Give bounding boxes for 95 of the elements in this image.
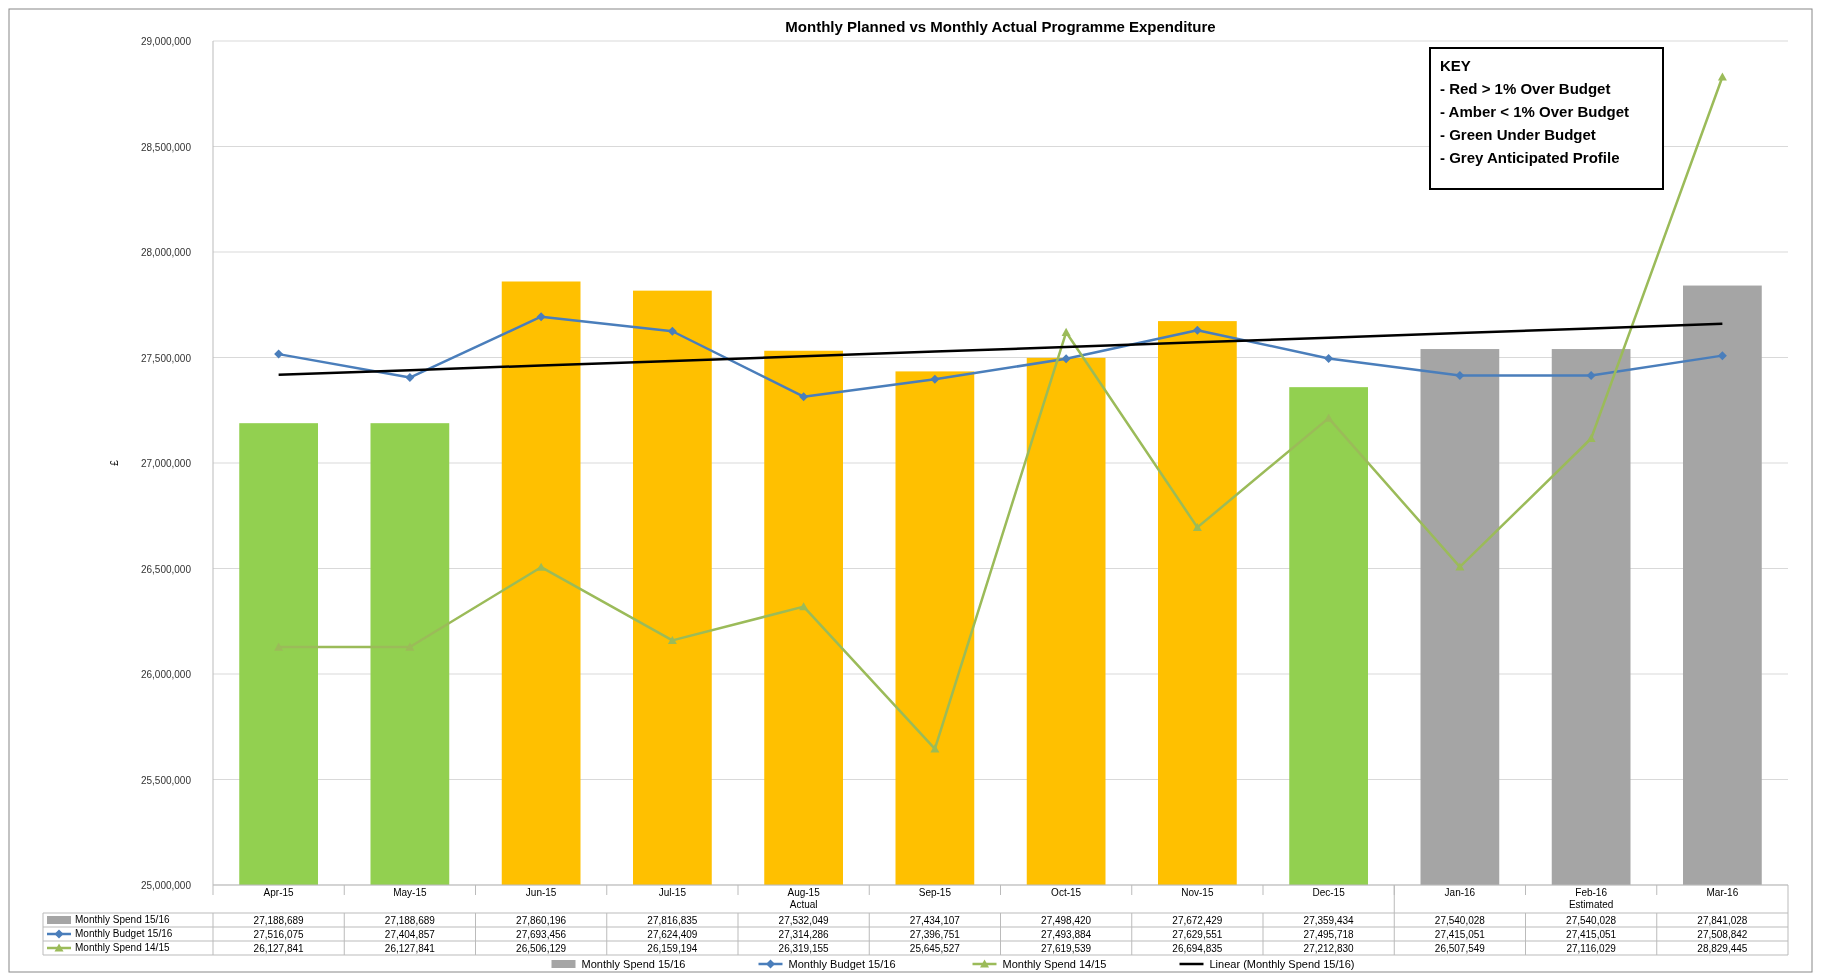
line-series xyxy=(277,322,1724,377)
data-label: 27,396,751 xyxy=(909,929,961,940)
y-tick-label: 28,000,000 xyxy=(140,247,192,258)
data-label: 27,188,689 xyxy=(253,915,305,926)
point xyxy=(536,562,546,571)
legend-label: Monthly Spend 14/15 xyxy=(1002,958,1107,970)
point xyxy=(1061,327,1071,336)
y-tick-label: 28,500,000 xyxy=(140,141,192,153)
point xyxy=(930,744,940,753)
data-label: 27,816,835 xyxy=(647,915,698,926)
data-label: 27,359,434 xyxy=(1303,915,1355,926)
data-label: 26,507,549 xyxy=(1434,943,1486,954)
data-label: 27,532,049 xyxy=(778,915,830,926)
data-label: 27,495,718 xyxy=(1303,929,1355,940)
x-tick-label: Mar-16 xyxy=(1706,887,1739,898)
point xyxy=(799,602,809,611)
x-tick-label: Oct-15 xyxy=(1051,887,1082,898)
point xyxy=(1192,522,1202,531)
point xyxy=(667,326,677,336)
x-tick-label: Aug-15 xyxy=(787,887,821,898)
point xyxy=(1324,353,1334,363)
y-tick-label: 29,000,000 xyxy=(140,36,192,47)
y-tick-label: 26,500,000 xyxy=(140,563,192,575)
text: Estimated xyxy=(1568,899,1614,910)
data-label: 26,694,835 xyxy=(1172,943,1223,954)
data-label: 27,314,286 xyxy=(778,929,830,940)
x-tick-label: Jul-15 xyxy=(658,887,687,898)
x-tick-label: May-15 xyxy=(393,887,427,898)
data-label: 27,498,420 xyxy=(1041,915,1092,926)
data-label: 28,829,445 xyxy=(1697,943,1748,954)
x-tick-label: Dec-15 xyxy=(1312,887,1346,898)
data-label: 26,127,841 xyxy=(384,943,436,954)
data-label: 27,841,028 xyxy=(1697,915,1748,926)
legend-label: Linear (Monthly Spend 15/16) xyxy=(1209,958,1355,970)
legend-label: Monthly Budget 15/16 xyxy=(75,928,173,939)
y-tick-label: 26,000,000 xyxy=(140,669,192,680)
x-tick-label: Apr-15 xyxy=(263,887,295,898)
x-tick-label: Jun-15 xyxy=(525,887,557,898)
data-label: 27,540,028 xyxy=(1566,915,1617,926)
chart-title: Monthly Planned vs Monthly Actual Programme Expenditure xyxy=(785,18,1216,35)
point xyxy=(1061,354,1071,364)
data-label: 27,116,029 xyxy=(1566,943,1617,954)
point xyxy=(1192,325,1202,335)
data-label: 26,506,129 xyxy=(516,943,567,954)
data-label: 27,508,842 xyxy=(1697,929,1748,940)
data-label: 27,188,689 xyxy=(384,915,436,926)
point xyxy=(1455,370,1465,380)
text: Monthly Budget 15/16 xyxy=(788,958,896,970)
data-label: 26,127,841 xyxy=(253,943,305,954)
x-tick-label: Feb-16 xyxy=(1575,887,1608,898)
data-label: 27,624,409 xyxy=(647,929,698,940)
y-tick-label: 27,500,000 xyxy=(140,352,192,364)
point xyxy=(799,392,809,402)
point xyxy=(667,635,677,645)
data-label: 27,493,884 xyxy=(1041,929,1092,940)
annotation: KEY xyxy=(1440,57,1471,74)
text: Monthly Spend 14/15 xyxy=(75,942,170,953)
annotation: - Amber < 1% Over Budget xyxy=(1440,103,1630,120)
annotation: - Red > 1% Over Budget xyxy=(1440,80,1611,97)
annotation: - Green Under Budget xyxy=(1440,126,1596,143)
point xyxy=(1586,370,1596,380)
text: Actual xyxy=(789,899,818,910)
data-label: 27,212,830 xyxy=(1303,943,1355,954)
data-label: 27,516,075 xyxy=(253,929,305,940)
text: Monthly Spend 15/16 xyxy=(75,914,170,925)
data-label: 27,629,551 xyxy=(1172,929,1223,940)
data-label: 27,693,456 xyxy=(516,929,567,940)
point xyxy=(536,312,546,322)
point xyxy=(274,349,284,359)
data-label: 27,404,857 xyxy=(384,929,436,940)
data-label: 26,159,194 xyxy=(647,943,698,954)
point xyxy=(1586,434,1596,443)
x-tick-label: Nov-15 xyxy=(1181,887,1214,898)
data-label: 27,540,028 xyxy=(1434,915,1486,926)
data-label: 27,860,196 xyxy=(516,915,567,926)
y-tick-label: 25,500,000 xyxy=(140,774,192,786)
data-label: 26,319,155 xyxy=(778,943,830,954)
point xyxy=(1455,562,1465,571)
x-tick-label: Jan-16 xyxy=(1444,887,1476,898)
y-tick-label: 27,000,000 xyxy=(140,458,192,469)
annotation: - Grey Anticipated Profile xyxy=(1440,149,1620,166)
data-label: 27,619,539 xyxy=(1041,943,1092,954)
data-label: 27,415,051 xyxy=(1566,929,1617,940)
legend-label: Monthly Spend 15/16 xyxy=(581,958,686,970)
data-label: 27,415,051 xyxy=(1434,929,1486,940)
point xyxy=(930,374,940,384)
point xyxy=(1717,351,1727,361)
y-axis-title: £ xyxy=(109,459,120,466)
data-label: 27,434,107 xyxy=(909,915,961,926)
point xyxy=(1717,72,1727,81)
data-label: 27,672,429 xyxy=(1172,915,1223,926)
y-tick-label: 25,000,000 xyxy=(140,880,192,891)
x-tick-label: Sep-15 xyxy=(918,887,952,898)
point xyxy=(405,373,415,383)
data-label: 25,645,527 xyxy=(909,943,961,954)
